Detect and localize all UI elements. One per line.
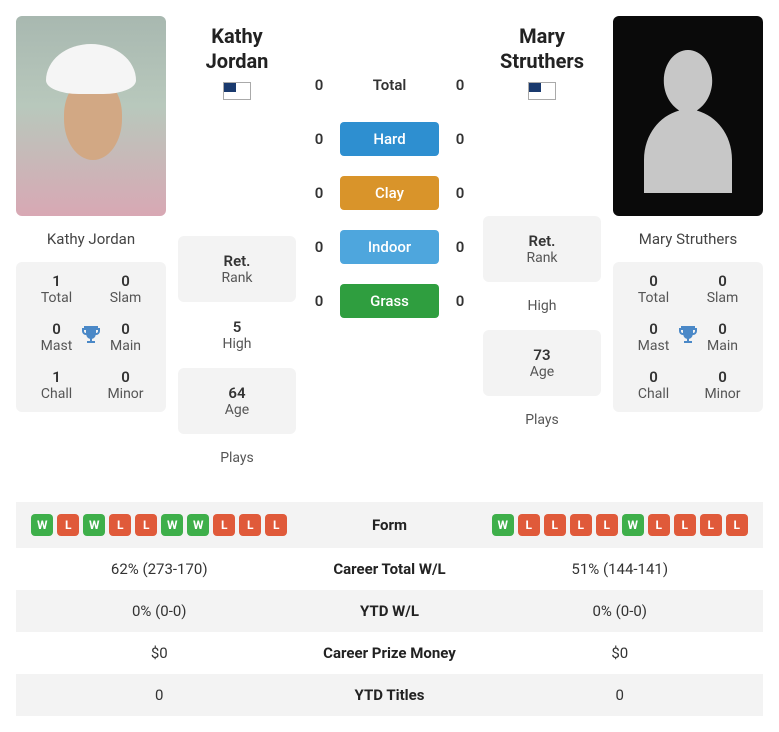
form-loss-icon: L	[700, 514, 722, 536]
form-label: Form	[295, 516, 485, 534]
form-loss-icon: L	[57, 514, 79, 536]
p2-high: High	[483, 282, 601, 330]
p2-rank: Ret.Rank	[483, 216, 601, 282]
form-loss-icon: L	[726, 514, 748, 536]
trophy-icon	[676, 323, 700, 351]
form-win-icon: W	[83, 514, 105, 536]
p2-form: WLLLLWLLLL	[485, 514, 756, 536]
p2-ytd-titles: 0	[485, 686, 756, 704]
ytd-wl-label: YTD W/L	[295, 602, 485, 620]
form-loss-icon: L	[239, 514, 261, 536]
h2h-total-p2: 0	[449, 76, 471, 94]
p2-minor-titles: 0Minor	[688, 368, 757, 402]
p1-ytd-wl: 0% (0-0)	[24, 602, 295, 620]
surface-hard-button[interactable]: Hard	[340, 122, 439, 156]
surface-clay-button[interactable]: Clay	[340, 176, 439, 210]
player2-name-small: Mary Struthers	[613, 216, 763, 262]
form-loss-icon: L	[109, 514, 131, 536]
p2-ytd-wl: 0% (0-0)	[485, 602, 756, 620]
prize-label: Career Prize Money	[295, 644, 485, 662]
h2h-summary: 0 Total 0 0 Hard 0 0 Clay 0 0 Indoor 0 0…	[308, 68, 471, 318]
p1-age: 64Age	[178, 368, 296, 434]
ytd-titles-label: YTD Titles	[295, 686, 485, 704]
p2-career-wl: 51% (144-141)	[485, 560, 756, 578]
player1-name-big: Kathy Jordan	[178, 16, 296, 74]
p1-slam-titles: 0Slam	[91, 272, 160, 306]
p2-total-titles: 0Total	[619, 272, 688, 306]
p2-plays: Plays	[483, 396, 601, 444]
p2-prize: $0	[485, 644, 756, 662]
p1-ytd-titles: 0	[24, 686, 295, 704]
player2-flag-icon	[528, 82, 556, 100]
p2-chall-titles: 0Chall	[619, 368, 688, 402]
form-win-icon: W	[492, 514, 514, 536]
form-loss-icon: L	[265, 514, 287, 536]
player1-titles: 1Total 0Slam 0Mast 0Main 1Chall 0Minor	[16, 262, 166, 412]
p1-high: 5High	[178, 302, 296, 368]
player2-titles: 0Total 0Slam 0Mast 0Main 0Chall 0Minor	[613, 262, 763, 412]
form-loss-icon: L	[135, 514, 157, 536]
player1-flag-icon	[223, 82, 251, 100]
p1-plays: Plays	[178, 434, 296, 482]
player1-photo	[16, 16, 166, 216]
h2h-indoor-p2: 0	[449, 238, 471, 256]
surface-grass-button[interactable]: Grass	[340, 284, 439, 318]
h2h-total-p1: 0	[308, 76, 330, 94]
h2h-grass-p1: 0	[308, 292, 330, 310]
p2-slam-titles: 0Slam	[688, 272, 757, 306]
form-loss-icon: L	[544, 514, 566, 536]
p2-age: 73Age	[483, 330, 601, 396]
form-win-icon: W	[622, 514, 644, 536]
p1-chall-titles: 1Chall	[22, 368, 91, 402]
surface-indoor-button[interactable]: Indoor	[340, 230, 439, 264]
form-loss-icon: L	[213, 514, 235, 536]
p1-form: WLWLLWWLLL	[24, 514, 295, 536]
h2h-hard-p2: 0	[449, 130, 471, 148]
p1-total-titles: 1Total	[22, 272, 91, 306]
h2h-clay-p2: 0	[449, 184, 471, 202]
p1-minor-titles: 0Minor	[91, 368, 160, 402]
form-win-icon: W	[31, 514, 53, 536]
p1-career-wl: 62% (273-170)	[24, 560, 295, 578]
player1-name-small: Kathy Jordan	[16, 216, 166, 262]
trophy-icon	[79, 323, 103, 351]
h2h-total-label: Total	[340, 68, 439, 102]
player2-photo	[613, 16, 763, 216]
h2h-indoor-p1: 0	[308, 238, 330, 256]
player2-name-big: Mary Struthers	[483, 16, 601, 74]
p1-rank: Ret.Rank	[178, 236, 296, 302]
comparison-table: WLWLLWWLLL Form WLLLLWLLLL 62% (273-170)…	[16, 502, 763, 716]
career-wl-label: Career Total W/L	[295, 560, 485, 578]
h2h-hard-p1: 0	[308, 130, 330, 148]
form-loss-icon: L	[518, 514, 540, 536]
form-loss-icon: L	[596, 514, 618, 536]
h2h-grass-p2: 0	[449, 292, 471, 310]
form-loss-icon: L	[648, 514, 670, 536]
form-win-icon: W	[161, 514, 183, 536]
form-loss-icon: L	[570, 514, 592, 536]
form-win-icon: W	[187, 514, 209, 536]
form-loss-icon: L	[674, 514, 696, 536]
h2h-clay-p1: 0	[308, 184, 330, 202]
p1-prize: $0	[24, 644, 295, 662]
